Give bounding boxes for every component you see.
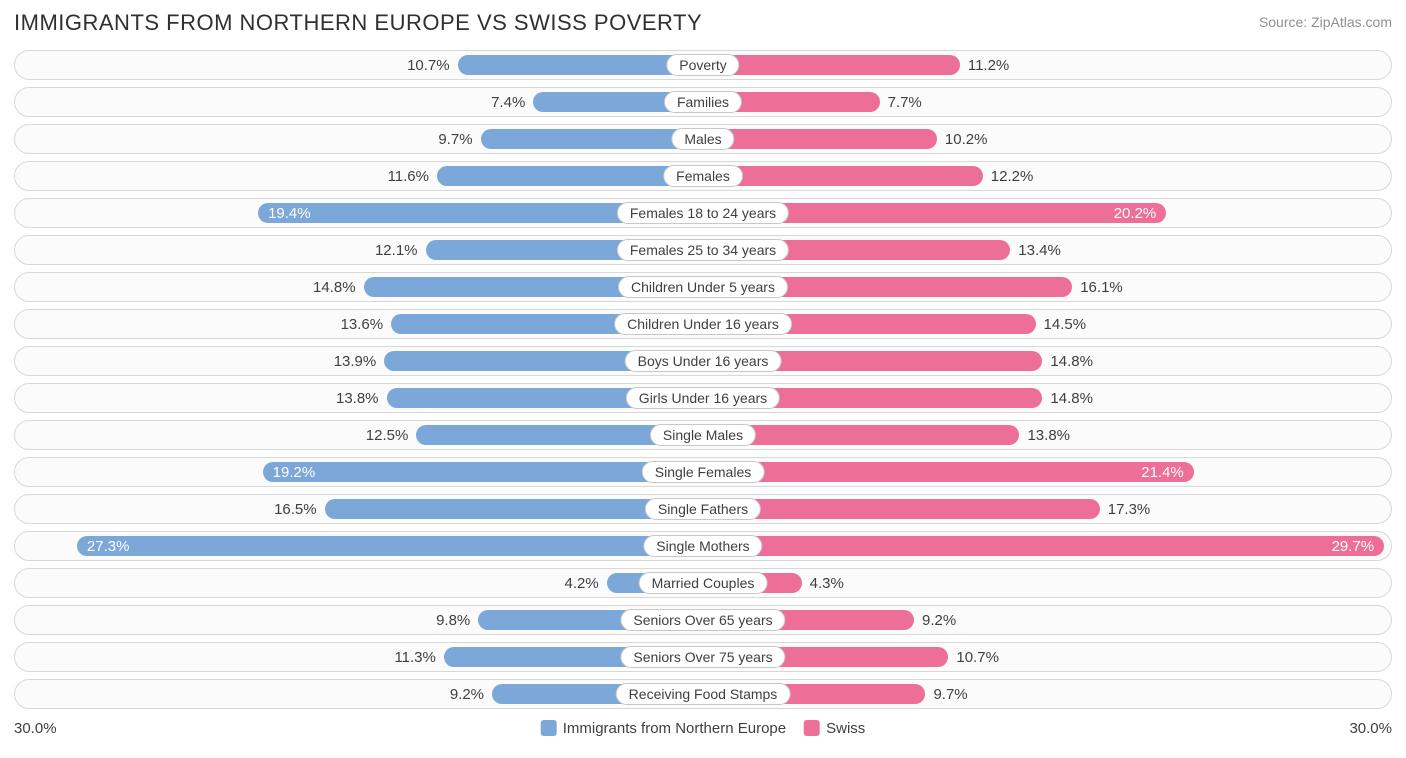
chart-row: 9.2% 9.7% Receiving Food Stamps — [14, 679, 1392, 709]
bar-right — [703, 55, 960, 75]
bar-right — [703, 499, 1100, 519]
value-left: 11.6% — [388, 162, 437, 190]
value-left: 27.3% — [77, 532, 130, 560]
category-label: Single Mothers — [643, 535, 762, 557]
chart-footer: 30.0% Immigrants from Northern Europe Sw… — [14, 716, 1392, 740]
value-left: 4.2% — [564, 569, 606, 597]
value-left: 12.5% — [366, 421, 417, 449]
value-left: 19.2% — [263, 458, 316, 486]
value-left: 16.5% — [274, 495, 325, 523]
category-label: Females 25 to 34 years — [617, 239, 789, 261]
category-label: Married Couples — [639, 572, 768, 594]
value-right: 14.8% — [1042, 384, 1093, 412]
value-right: 10.7% — [948, 643, 999, 671]
axis-label-right: 30.0% — [1349, 720, 1392, 737]
value-right: 14.8% — [1042, 347, 1093, 375]
legend: Immigrants from Northern Europe Swiss — [541, 720, 866, 737]
category-label: Children Under 5 years — [618, 276, 788, 298]
chart-row: 9.7% 10.2% Males — [14, 124, 1392, 154]
value-right: 9.7% — [925, 680, 967, 708]
chart-title: IMMIGRANTS FROM NORTHERN EUROPE VS SWISS… — [14, 10, 702, 36]
chart-row: 13.9% 14.8% Boys Under 16 years — [14, 346, 1392, 376]
chart-row: 7.4% 7.7% Families — [14, 87, 1392, 117]
legend-item-right: Swiss — [804, 720, 865, 737]
chart-header: IMMIGRANTS FROM NORTHERN EUROPE VS SWISS… — [14, 10, 1392, 36]
category-label: Males — [671, 128, 734, 150]
category-label: Females 18 to 24 years — [617, 202, 789, 224]
value-right: 10.2% — [937, 125, 988, 153]
legend-item-left: Immigrants from Northern Europe — [541, 720, 786, 737]
value-left: 7.4% — [491, 88, 533, 116]
chart-row: 13.6% 14.5% Children Under 16 years — [14, 309, 1392, 339]
chart-row: 12.1% 13.4% Females 25 to 34 years — [14, 235, 1392, 265]
chart-row: 10.7% 11.2% Poverty — [14, 50, 1392, 80]
value-left: 10.7% — [407, 51, 458, 79]
chart-row: 11.3% 10.7% Seniors Over 75 years — [14, 642, 1392, 672]
category-label: Seniors Over 75 years — [620, 646, 785, 668]
category-label: Receiving Food Stamps — [616, 683, 791, 705]
category-label: Poverty — [666, 54, 739, 76]
chart-row: 11.6% 12.2% Females — [14, 161, 1392, 191]
value-right: 21.4% — [1141, 458, 1194, 486]
value-left: 9.7% — [438, 125, 480, 153]
legend-label-left: Immigrants from Northern Europe — [563, 720, 786, 737]
legend-swatch-right — [804, 720, 820, 736]
category-label: Single Males — [650, 424, 756, 446]
category-label: Single Females — [642, 461, 765, 483]
value-left: 9.2% — [450, 680, 492, 708]
chart-row: 19.4% 20.2% Females 18 to 24 years — [14, 198, 1392, 228]
value-right: 13.4% — [1010, 236, 1061, 264]
value-right: 11.2% — [960, 51, 1009, 79]
legend-swatch-left — [541, 720, 557, 736]
value-right: 12.2% — [983, 162, 1034, 190]
axis-label-left: 30.0% — [14, 720, 57, 737]
category-label: Boys Under 16 years — [625, 350, 782, 372]
bar-right — [703, 536, 1384, 556]
bar-right — [703, 166, 983, 186]
category-label: Children Under 16 years — [614, 313, 792, 335]
legend-label-right: Swiss — [826, 720, 865, 737]
bar-right — [703, 462, 1194, 482]
chart-row: 16.5% 17.3% Single Fathers — [14, 494, 1392, 524]
value-left: 13.9% — [334, 347, 385, 375]
diverging-bar-chart: 10.7% 11.2% Poverty 7.4% 7.7% Families 9.7% 10.… — [14, 50, 1392, 709]
chart-row: 12.5% 13.8% Single Males — [14, 420, 1392, 450]
chart-row: 14.8% 16.1% Children Under 5 years — [14, 272, 1392, 302]
value-right: 4.3% — [802, 569, 844, 597]
chart-row: 13.8% 14.8% Girls Under 16 years — [14, 383, 1392, 413]
value-right: 29.7% — [1332, 532, 1385, 560]
bar-left — [77, 536, 703, 556]
value-right: 20.2% — [1114, 199, 1167, 227]
value-left: 19.4% — [258, 199, 311, 227]
value-right: 9.2% — [914, 606, 956, 634]
chart-row: 9.8% 9.2% Seniors Over 65 years — [14, 605, 1392, 635]
value-right: 16.1% — [1072, 273, 1123, 301]
value-right: 17.3% — [1100, 495, 1151, 523]
category-label: Females — [663, 165, 743, 187]
category-label: Girls Under 16 years — [626, 387, 780, 409]
value-right: 7.7% — [880, 88, 922, 116]
value-right: 13.8% — [1019, 421, 1070, 449]
value-right: 14.5% — [1036, 310, 1087, 338]
chart-source: Source: ZipAtlas.com — [1259, 10, 1392, 30]
bar-right — [703, 129, 937, 149]
chart-row: 4.2% 4.3% Married Couples — [14, 568, 1392, 598]
chart-row: 19.2% 21.4% Single Females — [14, 457, 1392, 487]
category-label: Single Fathers — [645, 498, 761, 520]
category-label: Families — [664, 91, 742, 113]
value-left: 14.8% — [313, 273, 364, 301]
bar-left — [481, 129, 703, 149]
value-left: 9.8% — [436, 606, 478, 634]
bar-left — [263, 462, 703, 482]
chart-row: 27.3% 29.7% Single Mothers — [14, 531, 1392, 561]
category-label: Seniors Over 65 years — [620, 609, 785, 631]
value-left: 13.6% — [341, 310, 392, 338]
value-left: 11.3% — [394, 643, 443, 671]
value-left: 12.1% — [375, 236, 426, 264]
value-left: 13.8% — [336, 384, 387, 412]
